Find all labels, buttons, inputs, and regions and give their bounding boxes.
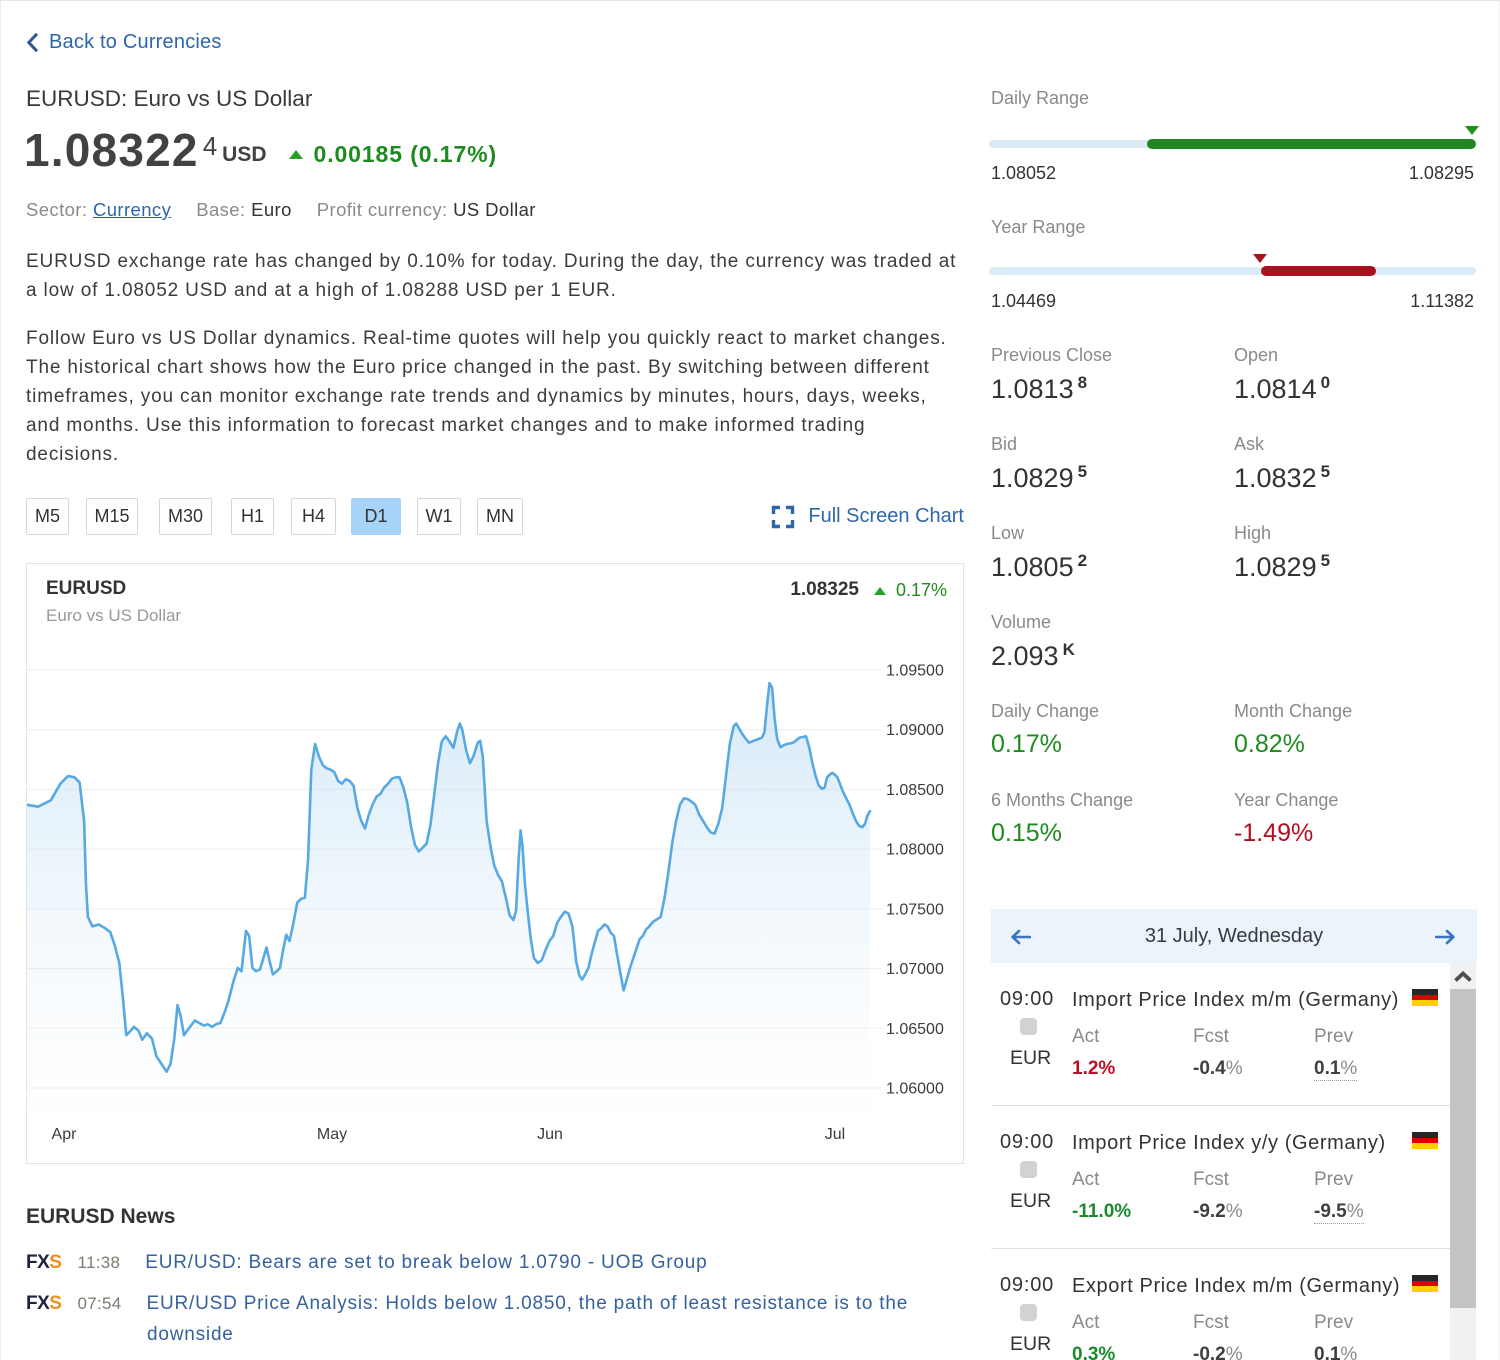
- svg-text:Apr: Apr: [52, 1126, 78, 1143]
- svg-text:1.06500: 1.06500: [886, 1021, 944, 1038]
- svg-text:Jul: Jul: [825, 1126, 845, 1143]
- svg-text:1.07000: 1.07000: [886, 961, 944, 978]
- svg-text:1.08500: 1.08500: [886, 782, 944, 799]
- svg-text:1.07500: 1.07500: [886, 901, 944, 918]
- svg-text:Jun: Jun: [537, 1126, 563, 1143]
- svg-text:May: May: [317, 1126, 347, 1143]
- svg-text:1.09500: 1.09500: [886, 663, 944, 680]
- svg-text:1.09000: 1.09000: [886, 722, 944, 739]
- svg-text:1.08000: 1.08000: [886, 842, 944, 859]
- svg-text:1.06000: 1.06000: [886, 1081, 944, 1098]
